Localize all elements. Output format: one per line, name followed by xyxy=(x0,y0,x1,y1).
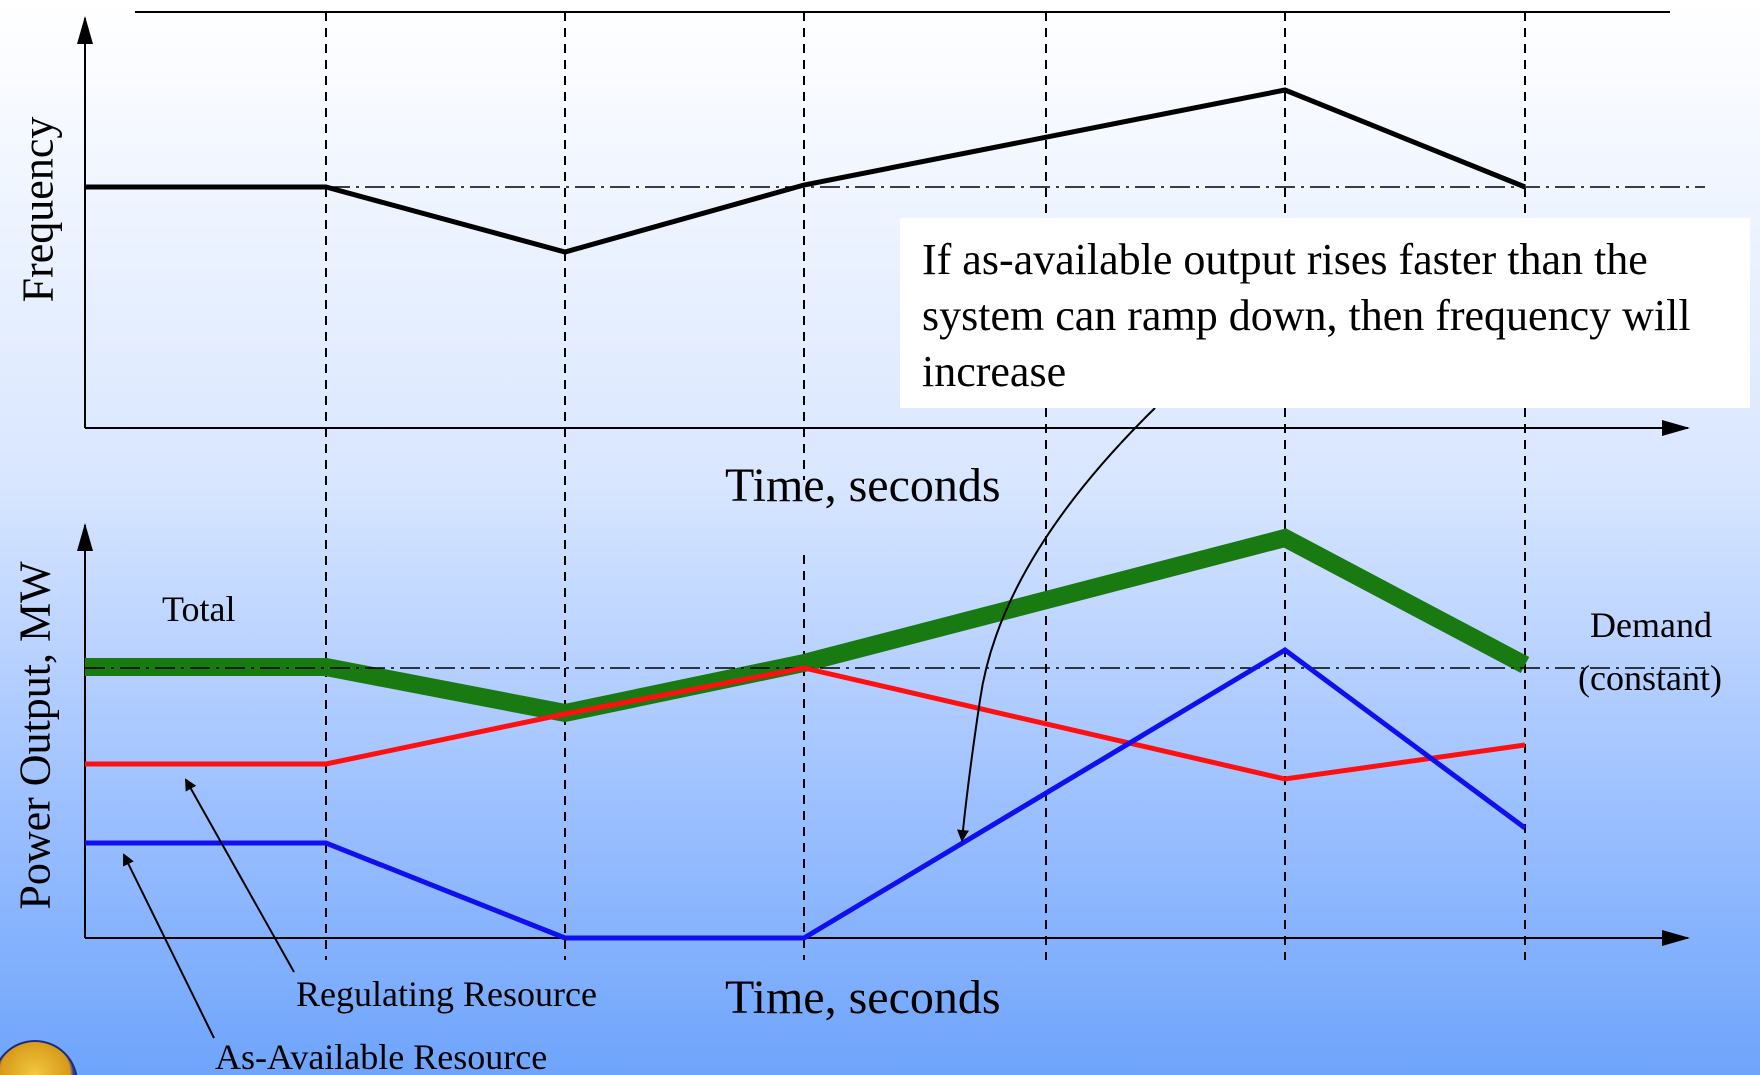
demand-constant-label: (constant) xyxy=(1578,658,1722,698)
time-marker-lines xyxy=(325,12,1526,960)
as-available-resource-label: As-Available Resource xyxy=(215,1037,548,1075)
frequency-series-line xyxy=(85,87,1526,255)
as-available-series-line xyxy=(85,646,1527,941)
bottom-x-axis-label: Time, seconds xyxy=(725,971,1001,1024)
bottom-y-axis-label: Power Output, MW xyxy=(10,561,60,910)
as-available-pointer-arrow xyxy=(123,853,215,1039)
regulating-series-line xyxy=(85,665,1526,782)
top-x-axis-label: Time, seconds xyxy=(725,459,1001,512)
total-label: Total xyxy=(162,589,236,629)
regulating-pointer-arrow xyxy=(185,778,295,973)
top-y-axis-label: Frequency xyxy=(13,116,63,303)
callout-pointer-curve xyxy=(957,407,1156,842)
callout-box xyxy=(900,218,1750,408)
callout-text: If as-available output rises faster than… xyxy=(922,235,1691,396)
demand-label: Demand xyxy=(1590,605,1712,645)
total-series-line xyxy=(85,528,1530,723)
regulating-resource-label: Regulating Resource xyxy=(296,974,597,1014)
